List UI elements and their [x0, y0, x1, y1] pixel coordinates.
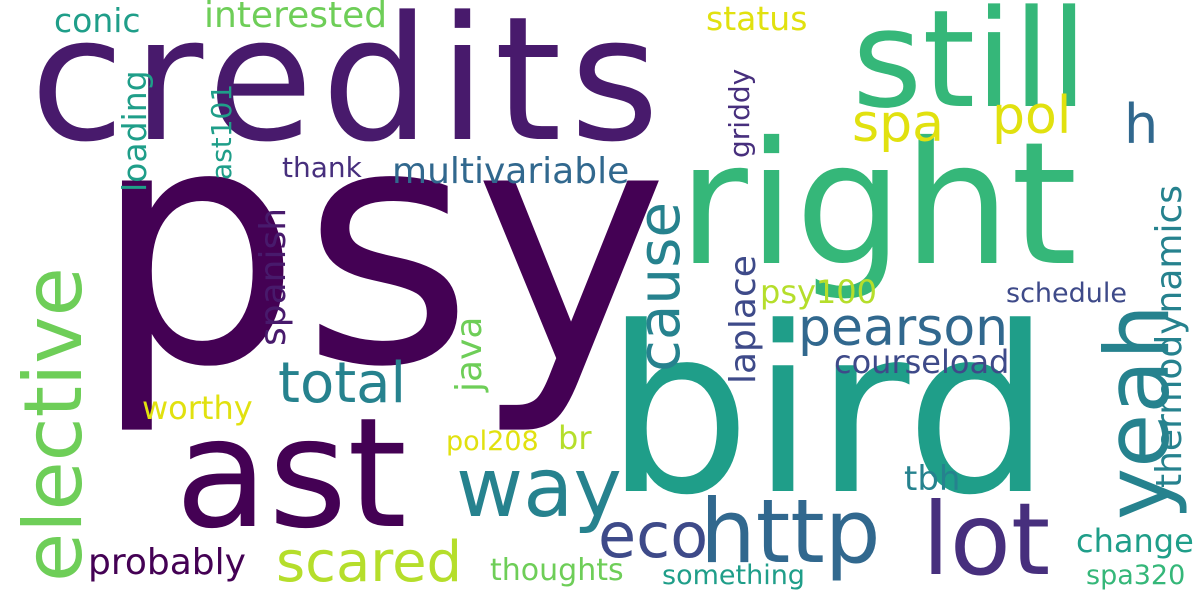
word-pol: pol: [992, 86, 1072, 146]
word-thoughts: thoughts: [490, 553, 624, 588]
word-conic: conic: [54, 1, 141, 40]
word-thank: thank: [282, 151, 362, 184]
word-credits: credits: [30, 0, 668, 180]
word-ast101: ast101: [205, 83, 238, 180]
word-loading: loading: [115, 70, 154, 192]
word-something: something: [662, 560, 805, 591]
word-psy100: psy100: [760, 273, 877, 311]
word-http: http: [700, 480, 881, 583]
word-total: total: [278, 351, 407, 416]
word-probably: probably: [88, 542, 246, 583]
word-multivariable: multivariable: [392, 151, 630, 192]
word-tbh: tbh: [904, 459, 961, 499]
word-spa320: spa320: [1086, 560, 1186, 591]
word-pol208: pol208: [446, 426, 539, 457]
word-interested: interested: [204, 0, 388, 36]
word-worthy: worthy: [142, 389, 253, 427]
word-java: java: [449, 316, 490, 392]
word-cause: cause: [625, 201, 693, 372]
word-still: still: [852, 0, 1088, 138]
word-status: status: [706, 0, 808, 38]
word-laplace: laplace: [723, 255, 764, 384]
word-griddy: griddy: [723, 68, 756, 158]
word-lot: lot: [922, 481, 1051, 598]
word-pearson: pearson: [798, 298, 1009, 358]
word-psy: psy: [92, 55, 669, 439]
word-thermodynamics: thermodynamics: [1149, 185, 1190, 488]
word-spa: spa: [852, 94, 944, 154]
word-right: right: [678, 106, 1078, 304]
word-scared: scared: [276, 530, 463, 595]
word-br: br: [558, 419, 592, 457]
word-elective: elective: [7, 267, 100, 582]
word-ast: ast: [175, 385, 407, 562]
word-courseload: courseload: [834, 343, 1010, 381]
word-way: way: [456, 441, 622, 536]
word-schedule: schedule: [1006, 278, 1127, 309]
word-eco: eco: [598, 499, 709, 572]
word-bird: bird: [605, 279, 1052, 546]
word-change: change: [1076, 522, 1194, 560]
word-h: h: [1124, 93, 1159, 156]
word-spanish: spanish: [253, 207, 294, 346]
